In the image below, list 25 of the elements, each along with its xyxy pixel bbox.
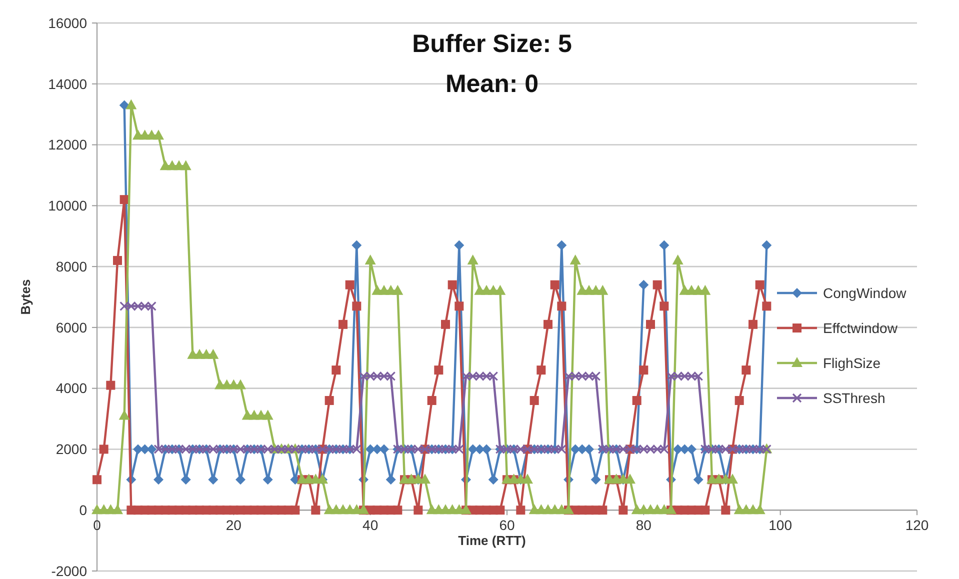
legend-label: SSThresh xyxy=(823,390,886,406)
x-tick-label: 80 xyxy=(636,517,652,534)
legend-label: FlighSize xyxy=(823,354,881,371)
x-tick-label: 120 xyxy=(905,517,929,534)
x-tick-label: 0 xyxy=(93,517,102,534)
x-tick-label: 100 xyxy=(768,517,792,534)
chart-title: Buffer Size: 5 xyxy=(412,30,572,58)
legend-label: Effctwindow xyxy=(823,320,898,336)
y-axis-title: Bytes xyxy=(18,279,33,315)
y-tick-label: 0 xyxy=(79,502,88,518)
y-tick-label: 6000 xyxy=(56,319,88,336)
y-tick-label: -2000 xyxy=(51,562,88,579)
y-tick-label: 12000 xyxy=(48,136,88,153)
x-tick-label: 20 xyxy=(226,517,242,534)
x-tick-label: 60 xyxy=(499,517,515,534)
x-axis-title: Time (RTT) xyxy=(458,533,526,548)
text: Mean: 0 xyxy=(445,70,539,98)
y-tick-label: 16000 xyxy=(48,14,88,31)
y-tick-label: 8000 xyxy=(56,258,88,274)
legend-label: CongWindow xyxy=(823,284,908,301)
y-tick-label: 14000 xyxy=(48,76,88,92)
y-tick-label: 10000 xyxy=(48,198,88,214)
x-tick-label: 40 xyxy=(362,517,378,534)
y-tick-label: 4000 xyxy=(56,380,88,396)
y-tick-label: 2000 xyxy=(56,441,88,458)
